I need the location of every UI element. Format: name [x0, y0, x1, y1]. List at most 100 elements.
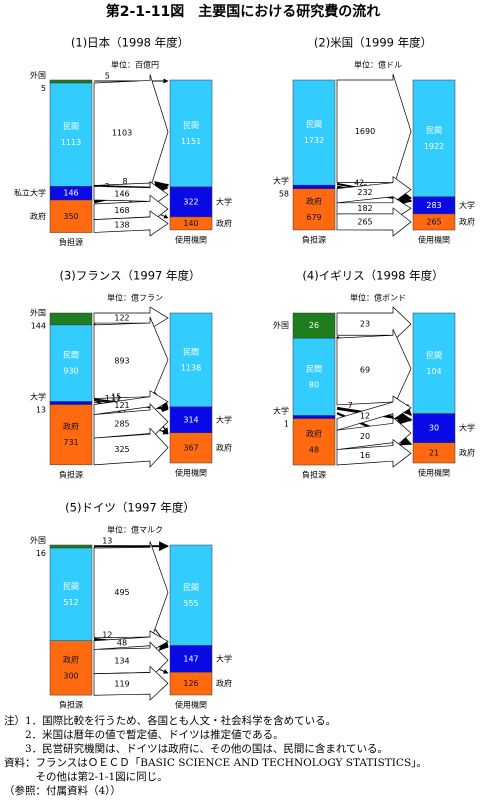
flow-value: 8: [123, 177, 128, 186]
segment-label: 政府: [216, 218, 232, 228]
segment-value: 140: [183, 219, 198, 228]
flow-arrow: [93, 390, 169, 415]
segment-label: 大学: [273, 406, 289, 416]
segment-value: 1922: [424, 142, 444, 151]
segment-value: 5: [41, 84, 46, 93]
flow-value: 121: [114, 401, 129, 410]
flow-value: 1103: [112, 128, 132, 137]
note-line: 資料：フランスはＯＥＣＤ「BASIC SCIENCE AND TECHNOLOG…: [4, 756, 427, 769]
flow-value: 893: [114, 356, 129, 365]
bar-segment: [49, 79, 93, 84]
segment-value: 13: [36, 406, 46, 415]
flow-arrow: [93, 541, 169, 644]
flow-value: 495: [114, 588, 129, 597]
bar-segment: [169, 312, 213, 408]
segment-label: 民間: [63, 122, 79, 131]
flow-arrow: [93, 427, 169, 468]
panel-title: (5)ドイツ（1997 年度）: [65, 501, 195, 515]
segment-value: 146: [63, 189, 78, 198]
flow-value: 182: [357, 204, 372, 213]
segment-value: 283: [426, 201, 441, 210]
segment-label: 政府: [459, 216, 475, 226]
flow-value: 16: [360, 451, 370, 460]
segment-value: 48: [309, 445, 319, 454]
flow-value: 134: [114, 656, 129, 665]
flow-value: 138: [114, 220, 129, 229]
segment-label: 民間: [183, 583, 199, 592]
segment-label: 政府: [306, 196, 322, 206]
flow-arrow: [93, 316, 169, 403]
flow-value: 168: [114, 206, 129, 215]
segment-label: 民間: [183, 121, 199, 130]
segment-label: 民間: [306, 120, 322, 129]
figure-title: 第2-1-11図 主要国における研究費の流れ: [106, 3, 381, 20]
flow-value: 7: [348, 401, 353, 410]
flow-arrow: [336, 175, 412, 204]
panel-title: (2)米国（1999 年度）: [314, 36, 432, 50]
flow-value: 15: [111, 392, 121, 401]
bar-segment: [49, 324, 93, 402]
unit-label: 単位：億ドル: [354, 60, 402, 70]
segment-value: 1138: [181, 363, 201, 372]
segment-label: 大学: [216, 414, 232, 424]
segment-value: 26: [309, 321, 319, 330]
bar-segment: [49, 544, 93, 549]
segment-label: 外国: [30, 535, 46, 545]
segment-value: 126: [183, 679, 198, 688]
bar-segment: [49, 401, 93, 405]
bar-segment: [169, 432, 213, 464]
bar-segment: [169, 645, 213, 673]
flow-value: 285: [114, 420, 129, 429]
bar-segment: [292, 184, 336, 189]
source-caption: 負担源: [59, 237, 83, 247]
flow-arrow: [93, 181, 169, 208]
bar-segment: [169, 544, 213, 646]
flow-value: 42: [354, 179, 364, 188]
segment-value: 930: [63, 367, 78, 376]
flow-arrow: [336, 329, 412, 409]
bar-segment: [49, 312, 93, 326]
flow-value: 1690: [355, 127, 375, 136]
segment-label: 大学: [216, 653, 232, 663]
bar-segment: [169, 406, 213, 433]
source-caption: 負担源: [59, 469, 83, 479]
segment-label: 大学: [273, 175, 289, 185]
note-line: 2．米国は暦年の値で暫定値、ドイツは推定値である。: [4, 728, 284, 741]
flow-value: 23: [360, 320, 370, 329]
segment-value: 1113: [61, 138, 81, 147]
note-line: （参照：付属資料（4））: [4, 784, 121, 797]
flow-value: 232: [357, 188, 372, 197]
flow-arrow: [93, 665, 169, 701]
flow-value: 2: [105, 182, 110, 191]
bar-segment: [412, 213, 456, 231]
flow-value: 12: [102, 631, 112, 640]
note-line: 注）1．国際比較を行うため、各国とも人文・社会科学を含めている。: [4, 714, 336, 727]
unit-label: 単位：百億円: [111, 60, 159, 70]
flow-arrow: [336, 306, 412, 343]
segment-value: 350: [63, 212, 78, 221]
user-caption: 使用機関: [418, 468, 450, 478]
bar-segment: [412, 413, 456, 443]
bar-segment: [49, 82, 93, 187]
segment-value: 512: [63, 598, 78, 607]
note-line: その他は第2-1-1図に同じ。: [4, 770, 168, 783]
segment-value: 1: [284, 420, 289, 429]
segment-value: 322: [183, 197, 198, 206]
flow-value: 12: [360, 412, 370, 421]
segment-value: 1732: [304, 136, 324, 145]
source-caption: 負担源: [59, 700, 83, 710]
flow-value: 325: [114, 445, 129, 454]
user-caption: 使用機関: [175, 700, 207, 710]
segment-label: 政府: [459, 447, 475, 457]
segment-label: 大学: [30, 392, 46, 402]
segment-label: 民間: [426, 126, 442, 135]
source-caption: 負担源: [302, 234, 326, 244]
flow-value: 119: [114, 679, 129, 688]
segment-value: 731: [63, 438, 78, 447]
unit-label: 単位：億マルク: [107, 525, 163, 535]
flow-value: 5: [105, 72, 110, 81]
segment-label: 大学: [459, 423, 475, 433]
bar-segment: [292, 337, 336, 416]
bar-segment: [49, 404, 93, 466]
